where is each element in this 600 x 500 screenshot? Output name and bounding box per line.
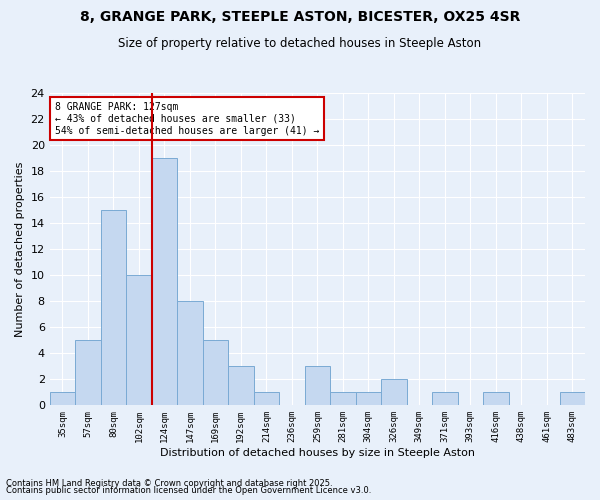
Bar xyxy=(356,392,381,405)
Bar xyxy=(560,392,585,405)
Bar xyxy=(330,392,356,405)
Bar xyxy=(101,210,126,405)
Text: 8, GRANGE PARK, STEEPLE ASTON, BICESTER, OX25 4SR: 8, GRANGE PARK, STEEPLE ASTON, BICESTER,… xyxy=(80,10,520,24)
Bar xyxy=(126,275,152,405)
Y-axis label: Number of detached properties: Number of detached properties xyxy=(15,161,25,336)
Bar xyxy=(483,392,509,405)
Bar xyxy=(152,158,177,405)
Bar xyxy=(177,301,203,405)
Bar xyxy=(381,379,407,405)
Bar xyxy=(50,392,75,405)
Bar xyxy=(432,392,458,405)
X-axis label: Distribution of detached houses by size in Steeple Aston: Distribution of detached houses by size … xyxy=(160,448,475,458)
Bar xyxy=(228,366,254,405)
Text: Contains HM Land Registry data © Crown copyright and database right 2025.: Contains HM Land Registry data © Crown c… xyxy=(6,478,332,488)
Text: Size of property relative to detached houses in Steeple Aston: Size of property relative to detached ho… xyxy=(118,38,482,51)
Bar xyxy=(203,340,228,405)
Text: Contains public sector information licensed under the Open Government Licence v3: Contains public sector information licen… xyxy=(6,486,371,495)
Bar xyxy=(305,366,330,405)
Bar xyxy=(254,392,279,405)
Bar xyxy=(75,340,101,405)
Text: 8 GRANGE PARK: 127sqm
← 43% of detached houses are smaller (33)
54% of semi-deta: 8 GRANGE PARK: 127sqm ← 43% of detached … xyxy=(55,102,319,136)
